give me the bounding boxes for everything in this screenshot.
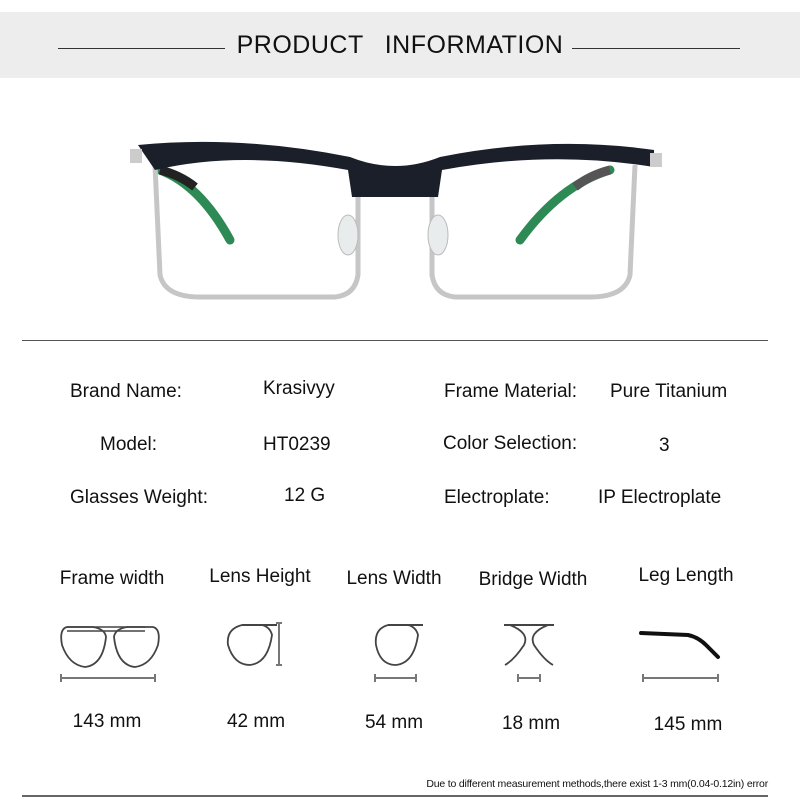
header-band [0, 12, 800, 78]
bridge-width-icon [504, 624, 554, 682]
section-divider [22, 340, 768, 341]
spec-label-model: Model: [100, 434, 158, 455]
measurement-value: 42 mm [226, 711, 286, 732]
header-rule-right [572, 48, 740, 49]
spec-value-electroplate: IP Electroplate [598, 487, 722, 508]
measurement-value: 145 mm [653, 714, 723, 735]
measurement-label: Leg Length [638, 565, 734, 586]
spec-label-brand: Brand Name: [70, 381, 182, 402]
measurement-error-note: Due to different measurement methods,the… [426, 778, 768, 790]
lens-width-icon [374, 624, 423, 682]
spec-label-color: Color Selection: [443, 433, 578, 454]
spec-value-model: HT0239 [263, 434, 331, 455]
spec-label-weight: Glasses Weight: [70, 487, 208, 508]
spec-value-color: 3 [659, 435, 670, 456]
header-rule-left [58, 48, 225, 49]
measurement-value: 143 mm [72, 711, 142, 732]
spec-value-weight: 12 G [284, 485, 326, 506]
lens-height-icon [226, 622, 282, 666]
measurement-label: Frame width [59, 568, 165, 589]
measurement-value: 54 mm [364, 712, 424, 733]
spec-label-electroplate: Electroplate: [444, 487, 550, 508]
measurement-label: Bridge Width [478, 569, 588, 590]
measurement-label: Lens Height [209, 566, 311, 587]
leg-length-icon [639, 631, 720, 682]
frame-width-icon [60, 626, 160, 682]
footer-divider [22, 795, 768, 797]
spec-label-frame-material: Frame Material: [444, 381, 578, 402]
glasses-product-image [130, 141, 662, 300]
page-title: PRODUCT INFORMATION [236, 31, 564, 59]
spec-value-brand: Krasivyy [263, 378, 335, 399]
spec-value-frame-material: Pure Titanium [610, 381, 728, 402]
measurement-label: Lens Width [346, 568, 442, 589]
measurement-value: 18 mm [501, 713, 561, 734]
